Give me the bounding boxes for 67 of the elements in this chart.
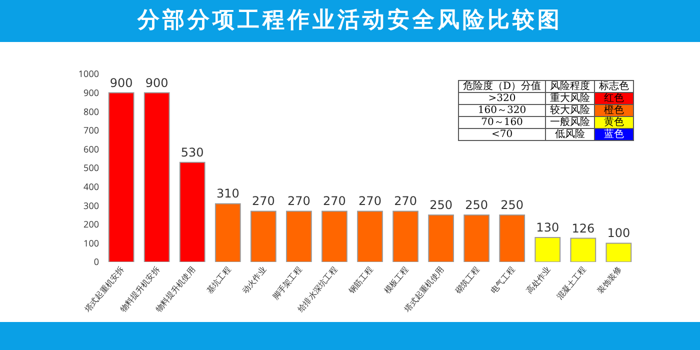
y-tick-label: 700	[84, 124, 99, 137]
annotation: 重大风险	[546, 92, 595, 104]
annotation: 一般风险	[546, 116, 595, 128]
annotation: 蓝色	[594, 128, 634, 140]
y-tick-label: 100	[84, 236, 99, 250]
annotation: >320	[458, 92, 546, 104]
x-tick-label: 混凝土工程	[554, 264, 589, 302]
annotation: 红色	[594, 92, 634, 104]
y-tick-label: 200	[84, 218, 99, 231]
y-tick-label: 900	[84, 86, 99, 99]
data-label: 270	[252, 194, 275, 208]
data-label: 530	[180, 145, 204, 160]
bar	[570, 238, 596, 262]
data-label: 130	[536, 220, 560, 235]
data-label: 270	[394, 194, 417, 208]
bar	[499, 214, 526, 262]
bar	[392, 210, 418, 262]
bar	[464, 214, 490, 262]
bar	[144, 92, 170, 262]
x-tick-label: 模板工程	[382, 264, 411, 296]
data-label: 270	[323, 194, 346, 208]
bar	[606, 242, 632, 262]
x-tick-label: 高处作业	[524, 264, 553, 296]
x-tick-label: 电气工程	[488, 264, 518, 296]
annotation: 橙色	[594, 104, 634, 116]
annotation: 标志色	[594, 80, 634, 92]
x-tick-label: 装饰装修	[595, 264, 624, 296]
bar	[534, 237, 561, 262]
y-tick-label: 500	[84, 161, 99, 174]
annotation: 低风险	[546, 128, 595, 140]
annotation: <70	[458, 128, 546, 140]
chart-title: 分部分项工程作业活动安全风险比较图	[0, 0, 700, 42]
annotation: 黄色	[594, 116, 634, 128]
data-label: 900	[145, 76, 168, 90]
y-tick-label: 800	[84, 104, 99, 118]
data-label: 126	[572, 221, 595, 236]
data-label: 900	[110, 76, 133, 90]
bar	[428, 214, 454, 262]
y-tick-label: 400	[84, 180, 99, 193]
y-tick-label: 600	[84, 142, 99, 156]
bar	[357, 210, 383, 262]
data-label: 310	[216, 186, 240, 201]
annotation: 较大风险	[546, 104, 595, 116]
x-tick-label: 基坑工程	[204, 264, 234, 296]
bar	[250, 210, 276, 262]
bar	[214, 203, 241, 262]
data-label: 270	[358, 194, 382, 208]
annotation: 危险度（D）分值	[458, 80, 546, 92]
bar	[108, 92, 134, 262]
data-label: 270	[287, 194, 310, 208]
y-tick-label: 0	[94, 255, 99, 268]
data-label: 250	[465, 198, 488, 212]
data-label: 250	[500, 198, 524, 212]
bar	[179, 162, 206, 262]
x-tick-label: 砌筑工程	[452, 264, 482, 297]
data-label: 100	[607, 226, 630, 240]
data-label: 250	[430, 198, 453, 212]
y-tick-label: 300	[84, 198, 99, 212]
x-tick-label: 脚手架工程	[270, 264, 304, 302]
x-tick-label: 钢筋工程	[346, 264, 376, 297]
x-tick-label: 动火作业	[240, 264, 269, 296]
y-tick-label: 1000	[78, 67, 99, 80]
annotation: 70～160	[458, 116, 546, 128]
bar	[322, 210, 348, 262]
bar	[286, 210, 312, 262]
annotation: 风险程度	[546, 80, 595, 92]
annotation: 160～320	[458, 104, 546, 116]
